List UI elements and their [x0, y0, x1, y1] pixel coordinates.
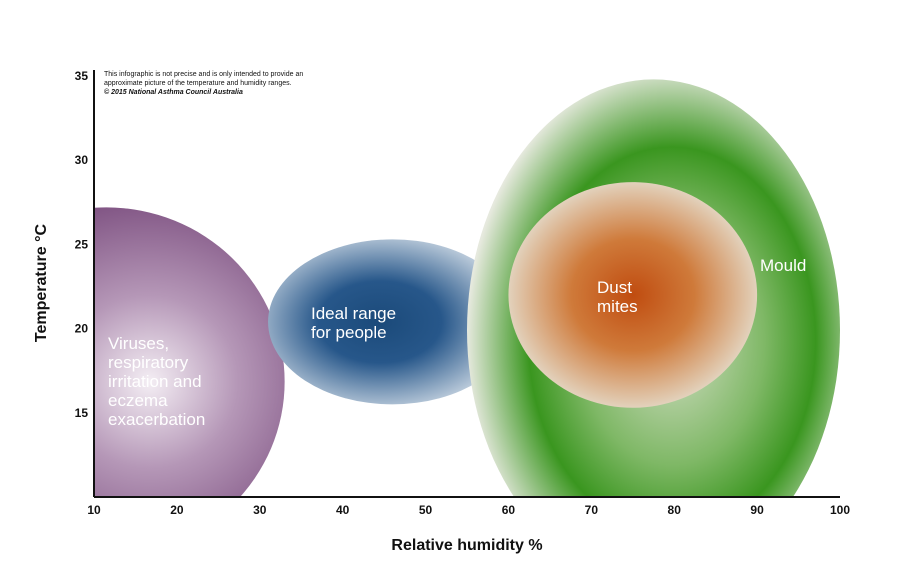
- x-tick-label: 80: [668, 503, 682, 517]
- region-ideal: [268, 239, 517, 405]
- label-mould: Mould: [760, 256, 806, 275]
- y-tick-label: 35: [75, 69, 89, 83]
- y-tick-label: 20: [75, 322, 89, 336]
- ideal-label-line: Ideal range: [311, 304, 397, 323]
- viruses-label-line: exacerbation: [108, 410, 206, 429]
- copyright-line: © 2015 National Asthma Council Australia: [104, 89, 243, 96]
- note-line-2: approximate picture of the temperature a…: [104, 80, 292, 87]
- y-tick-label: 15: [75, 406, 89, 420]
- x-axis-label: Relative humidity %: [391, 537, 543, 554]
- x-tick-label: 10: [87, 503, 101, 517]
- label-dust-mites: Dust mites: [597, 278, 638, 316]
- x-tick-label: 40: [336, 503, 350, 517]
- dust-label-line: Dust: [597, 278, 632, 297]
- mould-label-line: Mould: [760, 256, 807, 275]
- x-tick-label: 100: [830, 503, 850, 517]
- x-tick-label: 20: [170, 503, 184, 517]
- regions-layer: [94, 79, 840, 497]
- viruses-label-line: respiratory: [108, 353, 189, 372]
- viruses-label-line: Viruses,: [108, 334, 170, 353]
- region-dust: [508, 182, 758, 408]
- x-tick-label: 50: [419, 503, 433, 517]
- disclaimer-note: This infographic is not precise and is o…: [104, 70, 303, 97]
- y-tick-label: 30: [75, 153, 89, 167]
- y-tick-label: 25: [75, 237, 89, 251]
- axes-layer: 10 20 30 40 50 60 70 80 90 100 15 20 25 30 35: [75, 69, 851, 517]
- x-tick-label: 30: [253, 503, 267, 517]
- viruses-label-line: irritation and: [108, 372, 202, 391]
- ideal-label-line: for people: [311, 323, 387, 342]
- x-tick-label: 70: [585, 503, 599, 517]
- x-tick-label: 90: [750, 503, 764, 517]
- label-ideal-range: Ideal range for people: [311, 304, 396, 342]
- region-viruses: [94, 207, 285, 497]
- label-viruses: Viruses, respiratory irritation and ecze…: [108, 334, 205, 429]
- note-line-1: This infographic is not precise and is o…: [104, 71, 304, 78]
- dust-label-line: mites: [597, 297, 638, 316]
- y-axis-label: Temperature °C: [33, 223, 50, 343]
- x-tick-label: 60: [502, 503, 516, 517]
- viruses-label-line: eczema: [108, 391, 168, 410]
